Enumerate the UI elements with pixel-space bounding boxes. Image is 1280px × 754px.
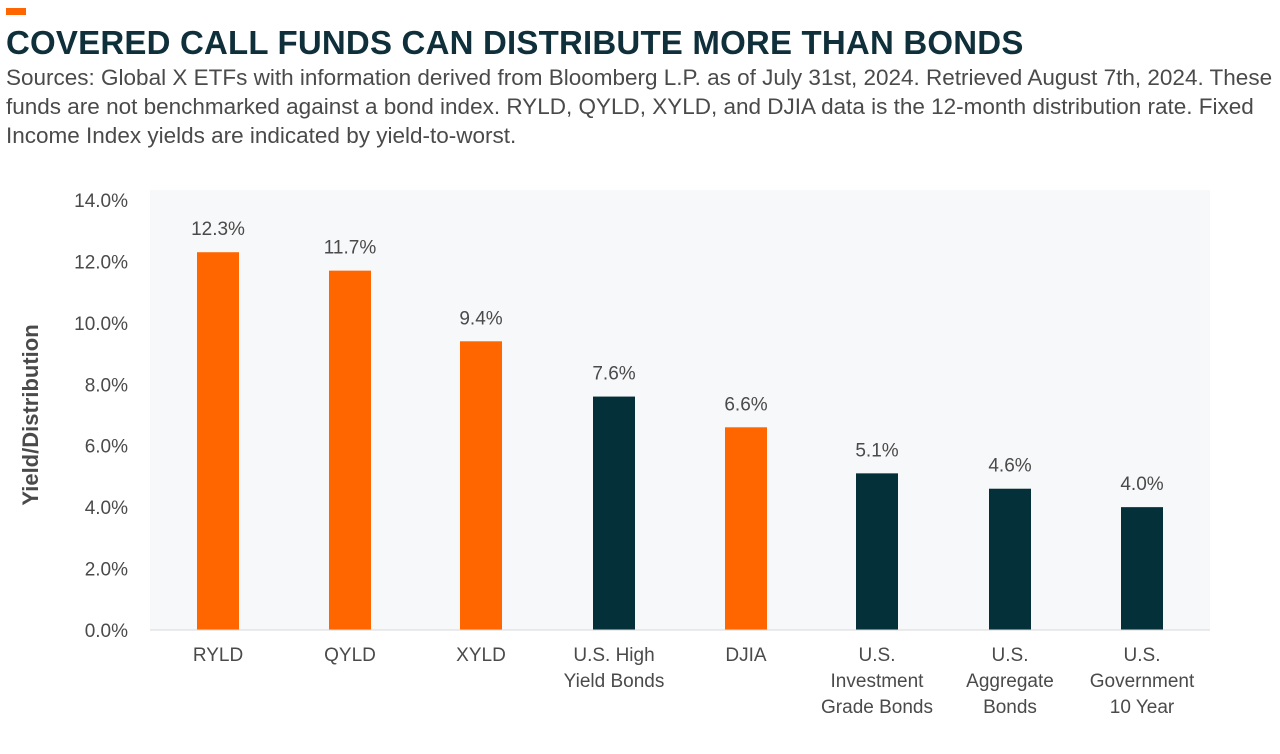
data-label: 11.7% [324,238,377,259]
y-tick-label: 0.0% [85,621,128,642]
bar [725,427,767,630]
data-label: 4.0% [1120,474,1163,495]
data-label: 4.6% [988,456,1031,477]
y-axis-title: Yield/Distribution [18,324,43,505]
x-tick-label: XYLD [456,645,506,666]
x-tick-label: Investment [831,671,925,692]
bar [989,488,1031,630]
x-tick-label: RYLD [193,645,243,666]
x-tick-label: U.S. [992,645,1029,666]
data-label: 5.1% [855,440,898,461]
x-tick-label: Bonds [983,697,1037,718]
x-tick-label: Government [1090,671,1195,692]
x-tick-label: U.S. [1124,645,1161,666]
chart-title: COVERED CALL FUNDS CAN DISTRIBUTE MORE T… [6,24,1024,61]
bar [197,252,239,630]
data-label: 7.6% [592,364,635,385]
y-tick-label: 4.0% [85,498,128,519]
bar [329,270,371,630]
bar [1121,507,1163,630]
plot-area [150,190,1210,630]
x-tick-label: U.S. High [573,645,654,666]
x-tick-label: 10 Year [1110,697,1175,718]
x-tick-label: U.S. [859,645,896,666]
data-label: 12.3% [191,219,245,240]
x-tick-label: DJIA [725,645,767,666]
y-tick-label: 2.0% [85,560,128,581]
x-tick-label: Yield Bonds [564,671,665,692]
y-tick-label: 12.0% [74,252,128,273]
y-tick-label: 14.0% [74,191,128,212]
bar [593,396,635,630]
y-tick-label: 10.0% [74,314,128,335]
data-label: 6.6% [724,394,767,415]
x-tick-label: Grade Bonds [821,697,933,718]
y-tick-label: 6.0% [85,437,128,458]
bar [856,473,898,630]
y-tick-label: 8.0% [85,375,128,396]
x-tick-label: Aggregate [966,671,1054,692]
x-tick-label: QYLD [324,645,376,666]
data-label: 9.4% [459,308,502,329]
bar [460,341,502,630]
chart-subtitle: Sources: Global X ETFs with information … [6,65,1273,148]
accent-bar [6,8,26,15]
